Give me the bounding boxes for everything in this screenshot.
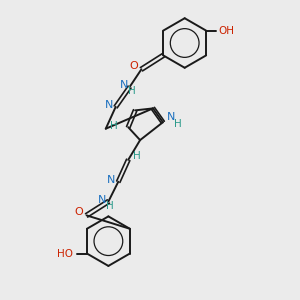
Text: N: N [167,112,175,122]
Text: H: H [133,151,141,161]
Text: O: O [129,61,138,71]
Text: OH: OH [218,26,234,36]
Text: H: H [128,86,135,96]
Text: N: N [104,100,113,110]
Text: O: O [74,207,83,218]
Text: N: N [98,194,106,205]
Text: H: H [174,119,182,129]
Text: H: H [110,121,118,131]
Text: H: H [106,202,114,212]
Text: N: N [107,175,116,185]
Text: N: N [119,80,128,90]
Text: HO: HO [57,248,73,259]
